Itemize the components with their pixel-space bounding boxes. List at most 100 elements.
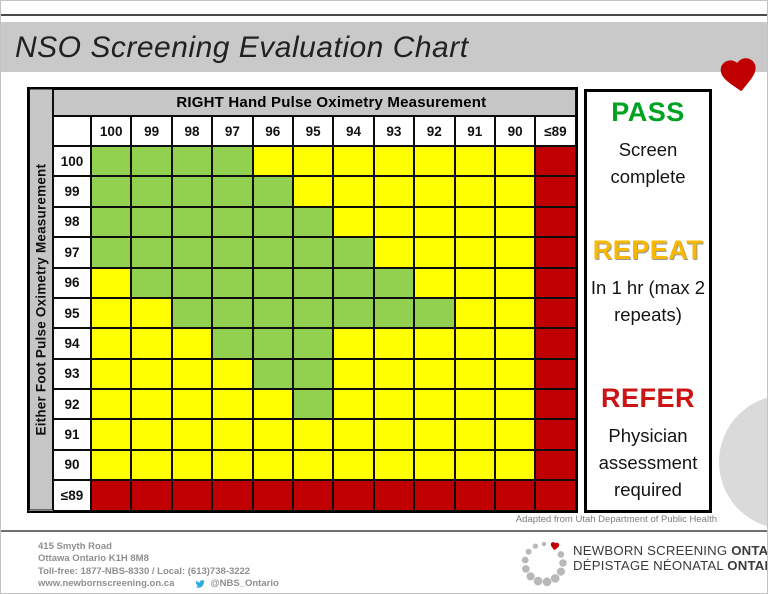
grid-cell (373, 480, 415, 511)
website-link[interactable]: www.newbornscreening.on.ca (38, 578, 175, 590)
grid-cell (535, 267, 576, 298)
grid-cell (252, 237, 293, 268)
grid-cell (535, 146, 576, 177)
grid-cell (252, 176, 293, 207)
footer-address-lines: 415 Smyth Road Ottawa Ontario K1H 8M8 Toll… (38, 541, 279, 578)
row-header-≤89: ≤89 (53, 480, 91, 511)
grid-cell (91, 449, 132, 481)
grid-cell (373, 389, 415, 420)
grid-cell (212, 176, 253, 207)
row-header-99: 99 (53, 176, 91, 207)
grid-cell (131, 389, 172, 420)
grid-cell (494, 146, 536, 177)
grid-cell (454, 146, 495, 177)
grid-cell (252, 449, 293, 481)
grid-cell (373, 237, 415, 268)
footer-divider-line (1, 530, 767, 532)
column-header-100: 100 (91, 116, 132, 146)
column-header-92: 92 (414, 116, 455, 146)
grid-cell (333, 176, 374, 207)
grid-cell (292, 267, 334, 298)
grid-cell (91, 297, 132, 329)
grid-cell (131, 237, 172, 268)
screening-grid-frame: Either Foot Pulse Oximetry Measurement RI… (27, 87, 578, 513)
grid-cell (535, 419, 576, 450)
legend-desc-pass: Screen complete (610, 139, 686, 187)
grid-cell (171, 297, 213, 329)
grid-cell (414, 176, 455, 207)
column-header-99: 99 (131, 116, 172, 146)
grid-cell (373, 267, 415, 298)
grid-cell (373, 176, 415, 207)
legend-entry-repeat: REPEAT In 1 hr (max 2 repeats) (587, 233, 709, 328)
grid-cell (171, 389, 213, 420)
grid-cell (212, 206, 253, 238)
grid-cell (252, 328, 293, 359)
corner-cell (53, 116, 91, 146)
grid-cell (131, 176, 172, 207)
grid-cell (414, 328, 455, 359)
legend-entry-refer: REFER Physician assessment required (587, 381, 709, 503)
nso-logo-text: NEWBORN SCREENING ONTARIO DÉPISTAGE NÉON… (573, 543, 768, 573)
legend-entry-pass: PASS Screen complete (587, 95, 709, 190)
grid-cell (171, 419, 213, 450)
grid-cell (373, 358, 415, 389)
column-header-94: 94 (333, 116, 374, 146)
logo-line-en: NEWBORN SCREENING ONTARIO (573, 543, 768, 558)
grid-cell (535, 389, 576, 420)
grid-cell (333, 358, 374, 389)
footer-links-row: www.newbornscreening.on.ca @NBS_Ontario (38, 578, 279, 590)
grid-cell (91, 146, 132, 177)
grid-cell (252, 480, 293, 511)
grid-cell (454, 480, 495, 511)
grid-cell (171, 267, 213, 298)
grid-cell (494, 358, 536, 389)
grid-cell (171, 358, 213, 389)
twitter-handle[interactable]: @NBS_Ontario (210, 578, 279, 590)
grid-cell (494, 267, 536, 298)
top-divider-line (1, 14, 767, 16)
grid-cell (91, 389, 132, 420)
grid-cell (494, 480, 536, 511)
grid-cell (292, 297, 334, 329)
grid-cell (494, 328, 536, 359)
grid-cell (454, 449, 495, 481)
grid-cell (131, 328, 172, 359)
grid-cell (373, 206, 415, 238)
grid-cell (333, 206, 374, 238)
grid-cell (535, 480, 576, 511)
grid-cell (252, 389, 293, 420)
grid-cell (171, 206, 213, 238)
row-header-90: 90 (53, 449, 91, 481)
grid-cell (454, 237, 495, 268)
legend-desc-repeat: In 1 hr (max 2 repeats) (590, 277, 706, 325)
grid-cell (535, 358, 576, 389)
grid-cell (333, 297, 374, 329)
grid-cell (494, 297, 536, 329)
grid-cell (91, 328, 132, 359)
footer-contact-block: 415 Smyth Road Ottawa Ontario K1H 8M8 Toll… (38, 541, 279, 591)
grid-cell (414, 358, 455, 389)
grid-cell (292, 419, 334, 450)
grid-cell (454, 267, 495, 298)
grid-cell (252, 419, 293, 450)
grid-cell (292, 176, 334, 207)
grid-cell (131, 297, 172, 329)
page-title: NSO Screening Evaluation Chart (15, 31, 469, 64)
grid-cell (91, 267, 132, 298)
grid-cell (414, 480, 455, 511)
grid-cell (454, 419, 495, 450)
grid-cell (494, 419, 536, 450)
grid-cell (252, 146, 293, 177)
grid-cell (454, 206, 495, 238)
grid-cell (414, 419, 455, 450)
grid-cell (454, 176, 495, 207)
grid-cell (212, 419, 253, 450)
grid-cell (333, 480, 374, 511)
grid-cell (131, 449, 172, 481)
grid-cell (131, 358, 172, 389)
grid-cell (414, 237, 455, 268)
grid-cell (292, 389, 334, 420)
grid-cell (494, 389, 536, 420)
